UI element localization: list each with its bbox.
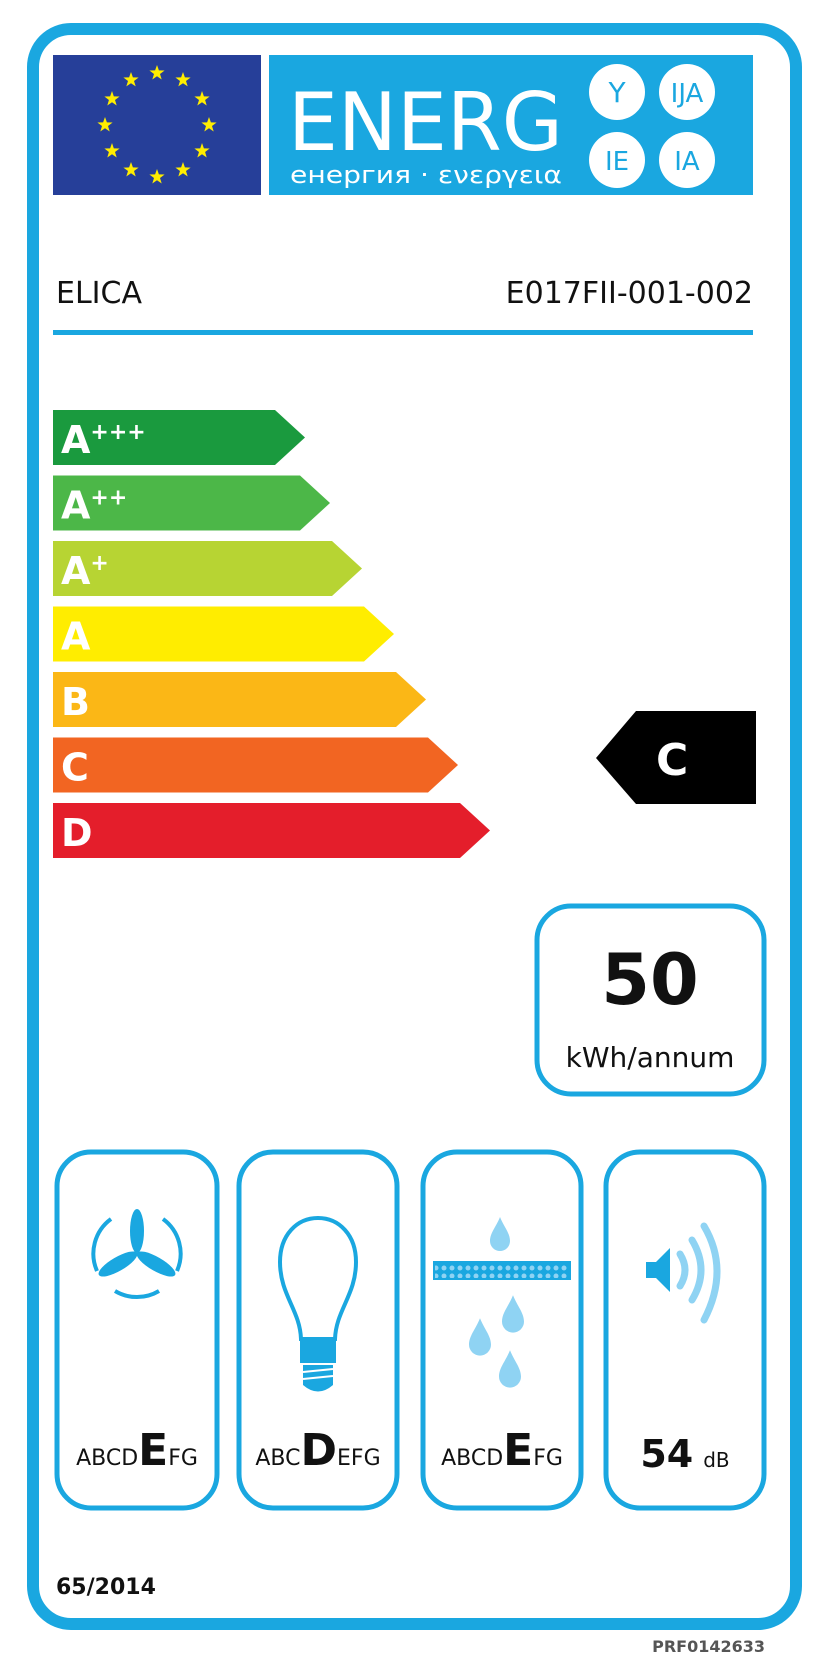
language-suffix-y: Y — [589, 64, 645, 120]
eu-star-icon — [201, 117, 217, 132]
supplier-name: ELICA — [56, 276, 142, 311]
scale-bar: A++ — [53, 475, 330, 531]
language-suffix-ia: IA — [659, 132, 715, 188]
fan-icon — [91, 1209, 183, 1299]
energy-header: ENERG енергия · ενεργεια Y IJA IE IA — [269, 55, 753, 195]
svg-text:IE: IE — [605, 147, 629, 177]
eu-star-icon — [123, 162, 139, 177]
svg-text:IJA: IJA — [671, 79, 704, 109]
consumption-unit: kWh/annum — [566, 1041, 735, 1074]
energy-word: ENERG — [288, 76, 563, 169]
eu-star-icon — [149, 65, 165, 80]
eu-star-icon — [149, 169, 165, 184]
divider — [53, 330, 753, 335]
eu-star-icon — [123, 72, 139, 87]
eu-star-icon — [175, 162, 191, 177]
svg-text:Y: Y — [607, 76, 626, 109]
scale-bar: A+ — [53, 541, 362, 596]
scale-bar-label: A — [61, 615, 91, 659]
scale-bar-label: A+ — [61, 549, 109, 593]
language-suffix-ija: IJA — [659, 64, 715, 120]
scale-bar-label: B — [61, 680, 90, 724]
model-identifier: E017FII-001-002 — [506, 276, 753, 311]
noise-box: 54 dB — [603, 1149, 767, 1511]
scale-bar-label: C — [61, 746, 89, 790]
svg-text:ABCDEFG: ABCDEFG — [76, 1425, 198, 1476]
scale-bar: A — [53, 606, 394, 662]
eu-star-icon — [194, 91, 210, 106]
scale-bar: B — [53, 672, 426, 727]
speaker-icon — [646, 1222, 721, 1324]
annual-consumption-box: 50 kWh/annum — [534, 903, 767, 1097]
regulation-number: 65/2014 — [56, 1575, 156, 1600]
eu-star-icon — [194, 143, 210, 158]
rating-indicator: C — [596, 711, 756, 804]
grease-filter-icon — [433, 1217, 571, 1388]
light-bulb-icon — [277, 1215, 359, 1392]
scale-bar: A+++ — [53, 410, 305, 465]
svg-text:ABCDEFG: ABCDEFG — [255, 1425, 380, 1476]
eu-star-icon — [175, 72, 191, 87]
lighting-class-box: ABCDEFG — [236, 1149, 400, 1511]
eu-star-icon — [104, 91, 120, 106]
scale-bar: D — [53, 803, 490, 858]
svg-text:ABCDEFG: ABCDEFG — [441, 1425, 563, 1476]
fluid-dynamic-class-box: ABCDEFG — [54, 1149, 220, 1511]
eu-star-icon — [104, 143, 120, 158]
grease-filtering-class-box: ABCDEFG — [420, 1149, 584, 1511]
energy-subtitle: енергия · ενεργεια — [290, 161, 562, 189]
eu-star-icon — [97, 117, 113, 132]
scale-bar: C — [53, 737, 458, 793]
svg-text:C: C — [656, 735, 688, 786]
efficiency-scale: A+++ A++ A+ ABCD — [53, 410, 490, 858]
scale-bar-label: A+++ — [61, 418, 146, 462]
consumption-value: 50 — [601, 939, 698, 1021]
svg-text:IA: IA — [674, 147, 700, 177]
scale-bar-label: A++ — [61, 484, 127, 528]
eu-flag-icon — [53, 55, 261, 195]
language-suffix-ie: IE — [589, 132, 645, 188]
product-code: PRF0142633 — [652, 1637, 765, 1656]
scale-bar-label: D — [61, 811, 93, 855]
